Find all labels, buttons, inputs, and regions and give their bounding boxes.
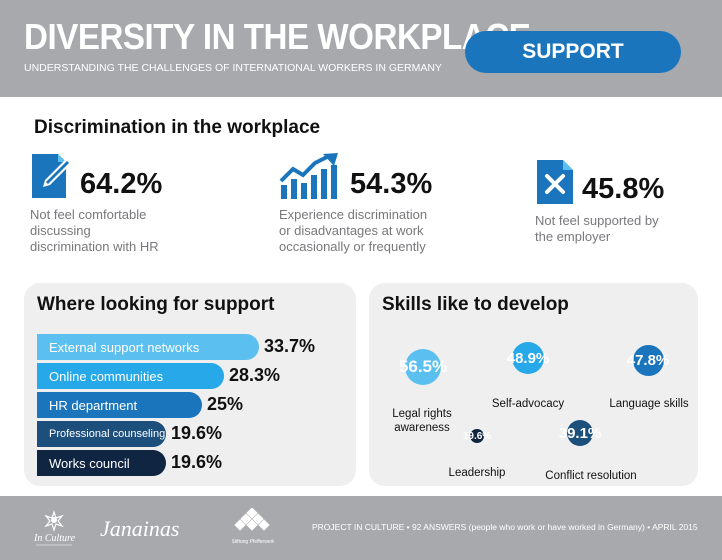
stat-description-line: or disadvantages at work: [279, 223, 424, 238]
skill-bubble: 56.5%: [399, 348, 447, 386]
skill-bubble: 19.6%: [462, 428, 492, 444]
support-bar-value: 33.7%: [264, 336, 316, 356]
stiftung-pfefferwerk-logo: Stiftung Pfefferwerk: [231, 507, 275, 552]
skill-bubble: 47.8%: [627, 344, 669, 376]
support-bar-value: 19.6%: [171, 452, 223, 472]
skill-label-line: Leadership: [448, 467, 506, 479]
header-banner: DIVERSITY IN THE WORKPLACE UNDERSTANDING…: [0, 0, 722, 97]
skill-label: Conflict resolution: [531, 469, 651, 483]
support-bar-value: 25%: [207, 394, 244, 414]
support-bar: Professional counseling: [37, 421, 166, 447]
support-bar: Works council: [37, 450, 166, 476]
stat-description: Not feel supported by the employer: [535, 213, 659, 245]
footer-source-text: PROJECT IN CULTURE • 92 ANSWERS (people …: [312, 522, 698, 532]
document-pen-icon: [30, 152, 74, 204]
skill-label: Language skills: [589, 397, 709, 411]
skill-bubble: 39.1%: [559, 420, 601, 446]
skill-bubble: 48.9%: [507, 342, 549, 374]
stat-value: 54.3%: [350, 168, 433, 200]
rising-chart-icon: [279, 153, 341, 205]
stat-description-line: Not feel supported by: [535, 213, 659, 228]
svg-text:In Culture: In Culture: [33, 533, 76, 544]
svg-text:Stiftung Pfefferwerk: Stiftung Pfefferwerk: [232, 539, 274, 545]
stat-description-line: occasionally or frequently: [279, 239, 426, 254]
stat-value: 45.8%: [582, 173, 665, 205]
discrimination-section-title: Discrimination in the workplace: [34, 117, 321, 138]
skill-label: Leadership: [417, 466, 537, 480]
support-bar: External support networks: [37, 334, 259, 360]
stat-description-line: discrimination with HR: [30, 239, 159, 254]
support-panel-title: Where looking for support: [37, 294, 275, 315]
svg-text:Janainas: Janainas: [100, 516, 179, 541]
stat-value: 64.2%: [80, 168, 163, 200]
page-subtitle: UNDERSTANDING THE CHALLENGES OF INTERNAT…: [24, 62, 442, 74]
in-culture-logo: In Culture: [30, 510, 78, 552]
support-bar-value: 19.6%: [171, 423, 223, 443]
stat-description: Experience discrimination or disadvantag…: [279, 207, 427, 255]
support-bar-value: 28.3%: [229, 365, 281, 385]
skill-label-line: Legal rights: [392, 408, 452, 420]
support-bar: Online communities: [37, 363, 224, 389]
support-badge: SUPPORT: [465, 31, 681, 73]
page-title: DIVERSITY IN THE WORKPLACE: [24, 16, 531, 57]
stat-description-line: Experience discrimination: [279, 207, 428, 222]
stat-description: Not feel comfortable discussing discrimi…: [30, 207, 159, 255]
skill-label-line: awareness: [394, 422, 450, 434]
skill-label-line: Language skills: [609, 398, 689, 410]
stat-description-line: Not feel comfortable: [30, 207, 147, 222]
footer-bar: In Culture Janainas Stiftung Pfefferwerk…: [0, 496, 722, 560]
skill-label-line: Conflict resolution: [545, 470, 637, 482]
skill-label: Legal rights awareness: [362, 407, 482, 435]
support-bar: HR department: [37, 392, 202, 418]
document-x-icon: [535, 158, 575, 210]
stat-description-line: discussing: [30, 223, 91, 238]
stat-description-line: the employer: [535, 229, 611, 244]
skill-label-line: Self-advocacy: [491, 398, 565, 410]
janainas-logo: Janainas: [98, 512, 208, 548]
skills-panel-title: Skills like to develop: [382, 294, 569, 315]
skill-label: Self-advocacy: [468, 397, 588, 411]
